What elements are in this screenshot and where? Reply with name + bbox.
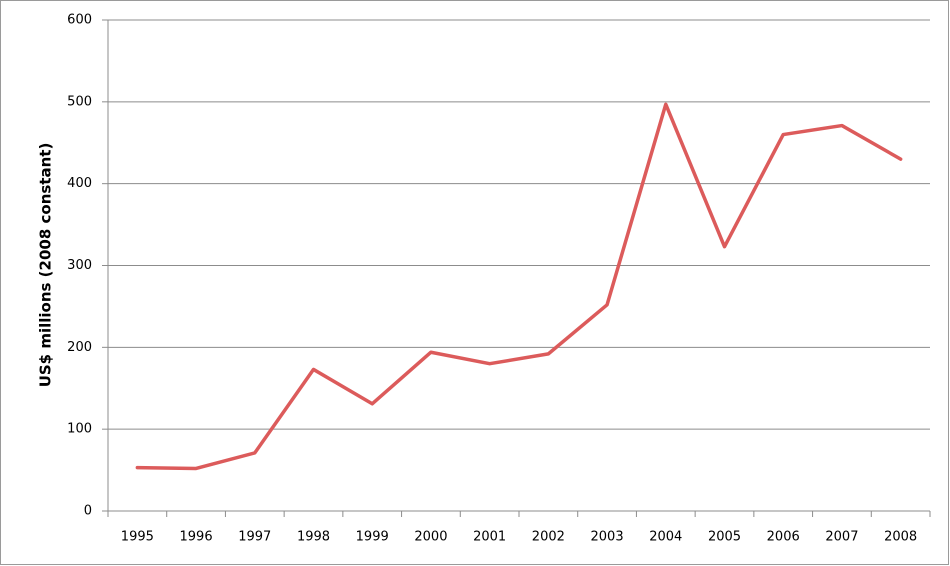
x-tick-label: 2001	[473, 530, 506, 545]
x-tick-label: 2005	[708, 530, 741, 545]
x-tick-label: 2003	[591, 530, 624, 545]
x-tick-label: 2006	[767, 530, 800, 545]
y-tick-label: 500	[67, 94, 92, 109]
x-tick-label: 2002	[532, 530, 565, 545]
y-tick-label: 600	[67, 13, 92, 28]
x-tick-label: 1995	[121, 530, 154, 545]
y-tick-label: 200	[67, 340, 92, 355]
x-tick-label: 2007	[825, 530, 858, 545]
y-tick-label: 300	[67, 258, 92, 273]
y-tick-label: 0	[84, 504, 92, 519]
x-tick-label: 2008	[884, 530, 917, 545]
y-axis-title: US$ millions (2008 constant)	[37, 143, 55, 388]
x-tick-label: 1998	[297, 530, 330, 545]
y-tick-label: 100	[67, 422, 92, 437]
x-tick-label: 2000	[414, 530, 447, 545]
x-tick-label: 1996	[180, 530, 213, 545]
x-tick-label: 1999	[356, 530, 389, 545]
x-tick-label: 1997	[238, 530, 271, 545]
data-line	[135, 102, 903, 471]
x-tick-label: 2004	[649, 530, 682, 545]
y-tick-label: 400	[67, 176, 92, 191]
